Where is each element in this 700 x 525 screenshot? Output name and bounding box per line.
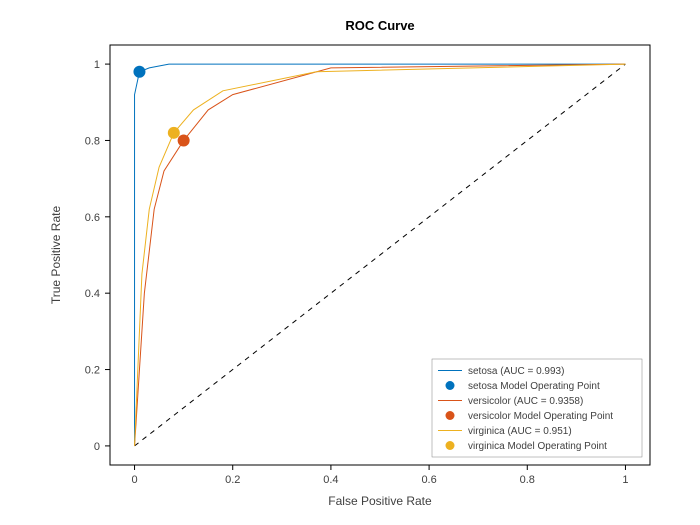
x-tick-label: 0.6 (421, 474, 436, 486)
y-tick-label: 0.4 (85, 288, 100, 300)
chart-svg: 0 0.2 0.4 0.6 0.8 1 0 0.2 0.4 0.6 0.8 1 False Positi… (0, 0, 700, 525)
legend-label: setosa Model Operating Point (468, 381, 600, 392)
legend-label: virginica Model Operating Point (468, 441, 607, 452)
y-tick-label: 1 (94, 59, 100, 71)
operating-point-setosa (133, 66, 145, 78)
y-tick-label: 0.8 (85, 135, 100, 147)
x-tick-label: 1 (622, 474, 628, 486)
chart-title: ROC Curve (345, 18, 414, 33)
roc-chart: 0 0.2 0.4 0.6 0.8 1 0 0.2 0.4 0.6 0.8 1 False Positi… (0, 0, 700, 525)
y-tick-label: 0 (94, 441, 100, 453)
x-axis-label: False Positive Rate (328, 494, 432, 508)
x-tick-label: 0.4 (323, 474, 338, 486)
y-tick-label: 0.6 (85, 212, 100, 224)
operating-point-versicolor (178, 134, 190, 146)
x-tick-label: 0.8 (520, 474, 535, 486)
legend-label: versicolor (AUC = 0.9358) (468, 396, 583, 407)
x-tick-label: 0.2 (225, 474, 240, 486)
legend-label: versicolor Model Operating Point (468, 411, 613, 422)
y-tick-label: 0.2 (85, 365, 100, 377)
operating-point-virginica (168, 127, 180, 139)
legend-label: setosa (AUC = 0.993) (468, 366, 564, 377)
legend: setosa (AUC = 0.993) setosa Model Operati… (432, 359, 642, 457)
x-tick-label: 0 (131, 474, 137, 486)
y-axis-label: True Positive Rate (49, 206, 63, 305)
legend-label: virginica (AUC = 0.951) (468, 426, 572, 437)
